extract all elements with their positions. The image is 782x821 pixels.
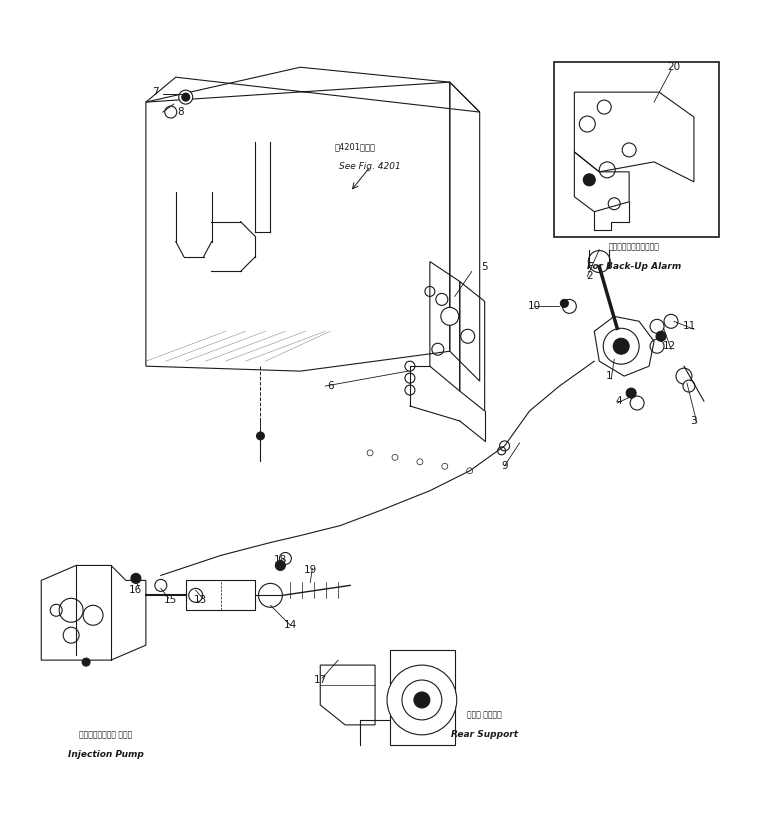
Text: Injection Pump: Injection Pump (68, 750, 144, 759)
Text: バックアップアラーム用: バックアップアラーム用 (608, 242, 659, 251)
Text: 11: 11 (683, 321, 695, 332)
Circle shape (588, 250, 610, 273)
Circle shape (405, 361, 415, 371)
Text: 9: 9 (501, 461, 508, 470)
Circle shape (405, 385, 415, 395)
Circle shape (83, 605, 103, 626)
Circle shape (579, 116, 595, 132)
Circle shape (603, 328, 639, 365)
Text: See Fig. 4201: See Fig. 4201 (339, 163, 401, 172)
Circle shape (275, 561, 285, 571)
Circle shape (165, 106, 177, 118)
Circle shape (613, 338, 630, 354)
Circle shape (131, 573, 141, 584)
Text: 5: 5 (482, 262, 488, 272)
Text: 7: 7 (152, 87, 160, 97)
Circle shape (583, 174, 595, 186)
Circle shape (405, 373, 415, 383)
Bar (554, 62, 719, 236)
Circle shape (626, 388, 636, 398)
Text: 6: 6 (327, 381, 334, 391)
Circle shape (181, 93, 190, 101)
Circle shape (656, 332, 666, 342)
Text: 13: 13 (194, 595, 207, 605)
Text: 第4201図参照: 第4201図参照 (335, 142, 375, 151)
Circle shape (259, 584, 282, 608)
Text: 8: 8 (178, 107, 184, 117)
Circle shape (622, 143, 636, 157)
Circle shape (59, 599, 83, 622)
Circle shape (82, 658, 90, 666)
Text: 19: 19 (303, 566, 317, 576)
Text: 18: 18 (274, 556, 287, 566)
Circle shape (188, 589, 203, 603)
Text: 17: 17 (314, 675, 327, 685)
Circle shape (402, 680, 442, 720)
Text: 10: 10 (528, 301, 541, 311)
Text: リヤー サポート: リヤー サポート (468, 710, 502, 719)
Circle shape (256, 432, 264, 440)
Circle shape (387, 665, 457, 735)
Text: 20: 20 (667, 62, 680, 72)
Text: Rear Support: Rear Support (451, 731, 518, 740)
Text: インジェクション ポンプ: インジェクション ポンプ (80, 731, 133, 740)
Text: 3: 3 (691, 416, 698, 426)
Text: For Back-Up Alarm: For Back-Up Alarm (587, 262, 681, 271)
Text: 16: 16 (129, 585, 142, 595)
Circle shape (441, 307, 459, 325)
Circle shape (414, 692, 430, 708)
Text: 1: 1 (606, 371, 612, 381)
Circle shape (461, 329, 475, 343)
Text: 14: 14 (284, 620, 297, 631)
Text: 4: 4 (616, 396, 622, 406)
Text: 15: 15 (164, 595, 178, 605)
Text: 2: 2 (586, 272, 593, 282)
Circle shape (500, 441, 510, 451)
Text: 12: 12 (662, 342, 676, 351)
Circle shape (561, 300, 569, 307)
Circle shape (179, 90, 192, 104)
Circle shape (683, 380, 695, 392)
